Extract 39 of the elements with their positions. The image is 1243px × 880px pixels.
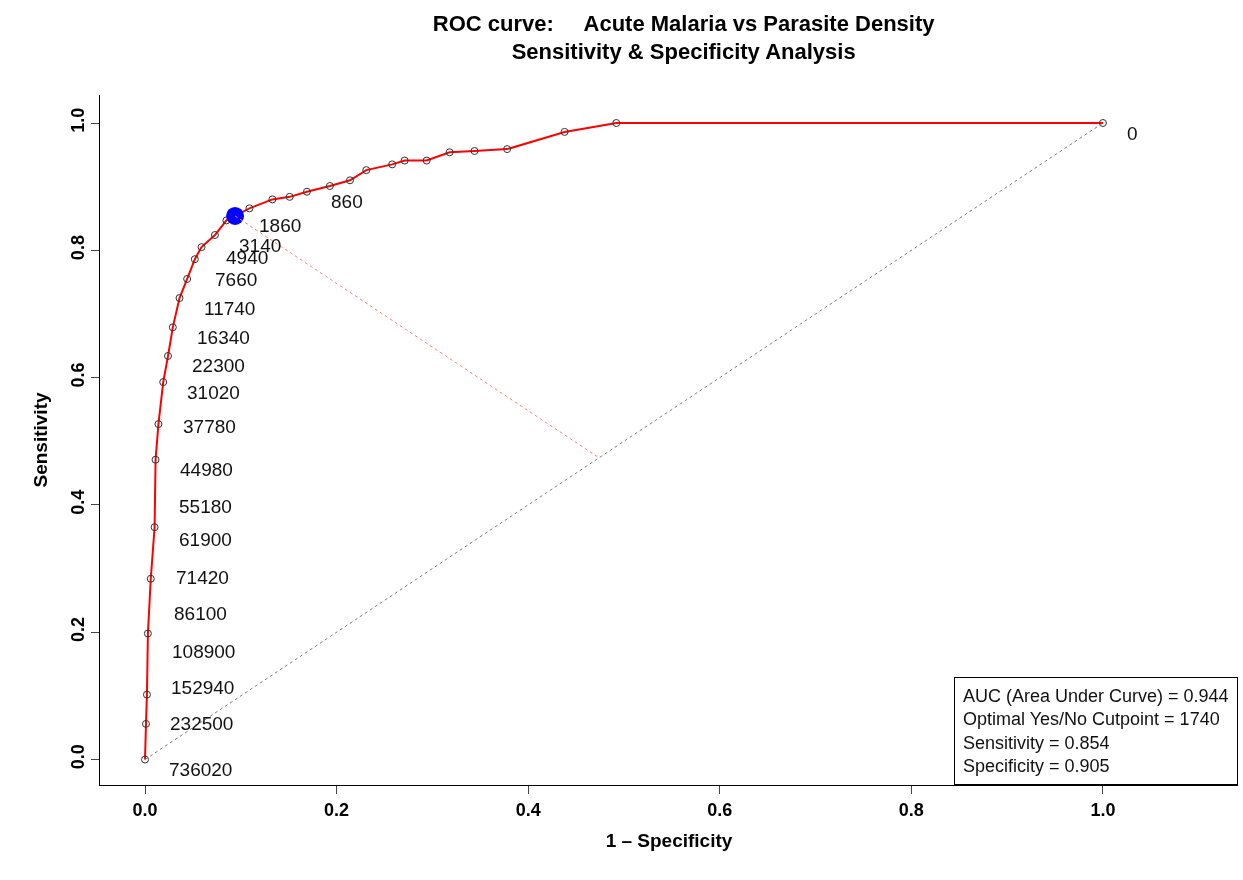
y-tick-label: 0.0: [67, 744, 88, 770]
x-tick-label: 1.0: [1090, 799, 1116, 820]
annotation: 152940: [171, 677, 235, 698]
chart-subtitle: Sensitivity & Specificity Analysis: [511, 39, 856, 65]
y-tick-label: 0.8: [67, 235, 88, 261]
y-tick-label: 0.2: [67, 617, 88, 643]
annotation: 1860: [259, 215, 302, 236]
annotation: 37780: [183, 416, 236, 437]
point: [226, 206, 245, 225]
x-axis-title: 1 – Specificity: [605, 830, 733, 852]
annotation: 31020: [187, 382, 240, 403]
annotation: Optimal Yes/No Cutpoint = 1740: [963, 709, 1220, 730]
y-tick-label: 0.6: [67, 362, 88, 388]
annotation: 11740: [204, 298, 256, 319]
y-tick-label: 1.0: [67, 107, 88, 133]
y-tick-label: 0.4: [67, 489, 88, 515]
annotation: 860: [331, 191, 363, 212]
annotation: 61900: [179, 529, 232, 550]
annotation: 55180: [179, 496, 232, 517]
x-tick-label: 0.2: [324, 799, 350, 820]
annotation: 44980: [180, 459, 233, 480]
x-tick-label: 0.8: [898, 799, 924, 820]
annotation: 86100: [174, 603, 227, 624]
x-tick-label: 0.6: [707, 799, 733, 820]
annotation: 16340: [197, 327, 250, 348]
annotation: 736020: [169, 759, 233, 780]
annotation: 108900: [172, 641, 236, 662]
y-axis-title: Sensitivity: [29, 392, 51, 488]
annotation: 232500: [170, 713, 234, 734]
annotation: 22300: [192, 355, 245, 376]
annotation: Specificity = 0.905: [963, 756, 1110, 777]
annotation: 71420: [176, 567, 229, 588]
x-tick-label: 0.4: [515, 799, 541, 820]
chart-title: ROC curve: Acute Malaria vs Parasite Density: [432, 10, 936, 36]
annotation: 0: [1127, 123, 1138, 144]
annotation: AUC (Area Under Curve) = 0.944: [963, 686, 1229, 706]
x-tick-label: 0.0: [132, 799, 158, 820]
annotation: 7660: [215, 269, 258, 290]
annotation: Sensitivity = 0.854: [963, 732, 1110, 753]
